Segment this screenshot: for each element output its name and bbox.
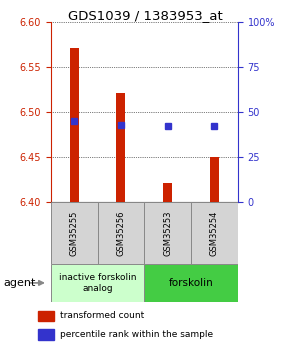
- Bar: [38, 310, 54, 321]
- Bar: [210, 157, 219, 202]
- Bar: [70, 48, 79, 202]
- Text: percentile rank within the sample: percentile rank within the sample: [60, 330, 213, 339]
- Text: GDS1039 / 1383953_at: GDS1039 / 1383953_at: [68, 9, 222, 22]
- Bar: [144, 264, 238, 302]
- Text: GSM35256: GSM35256: [116, 210, 125, 256]
- Text: forskolin: forskolin: [169, 278, 213, 288]
- Text: agent: agent: [3, 278, 35, 288]
- Text: transformed count: transformed count: [60, 312, 144, 321]
- Text: GSM35255: GSM35255: [70, 210, 79, 256]
- Bar: [51, 202, 97, 264]
- Bar: [144, 202, 191, 264]
- Bar: [116, 93, 125, 202]
- Text: GSM35253: GSM35253: [163, 210, 172, 256]
- Text: GSM35254: GSM35254: [210, 210, 219, 256]
- Bar: [97, 202, 144, 264]
- Bar: [191, 202, 238, 264]
- Bar: [38, 329, 54, 340]
- Text: inactive forskolin
analog: inactive forskolin analog: [59, 273, 136, 293]
- Bar: [163, 183, 172, 202]
- Bar: [51, 264, 144, 302]
